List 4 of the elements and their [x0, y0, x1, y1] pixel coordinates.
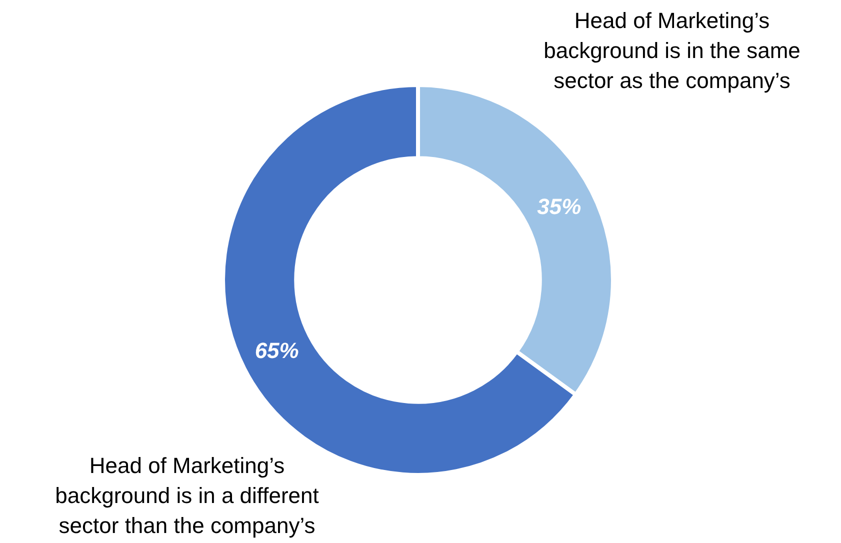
- slice-label: Head of Marketing’s background is in the same sector as the company’s: [544, 8, 800, 94]
- slice-label: Head of Marketing’s background is in a different sector than the company’s: [55, 453, 319, 538]
- data-label: 65%: [254, 338, 299, 363]
- data-label: 35%: [537, 194, 582, 220]
